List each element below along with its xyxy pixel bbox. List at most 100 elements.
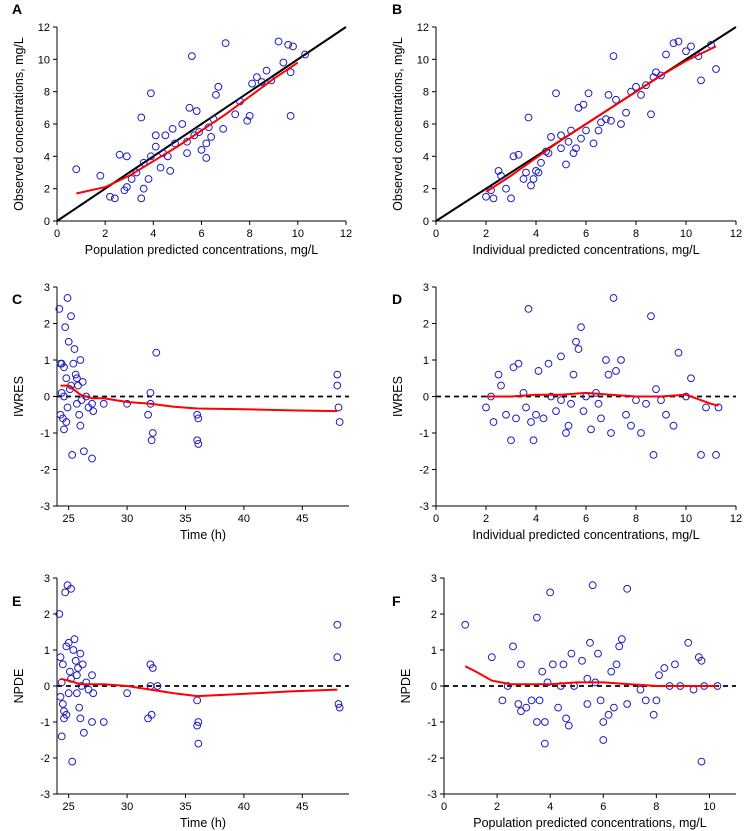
x-tick-label: 6 xyxy=(198,228,204,240)
data-point xyxy=(61,323,70,332)
data-point xyxy=(627,421,635,430)
data-point xyxy=(245,112,254,120)
data-point xyxy=(599,718,608,726)
data-point xyxy=(538,667,547,676)
data-point xyxy=(671,660,679,669)
data-point xyxy=(63,403,72,412)
data-point xyxy=(482,192,490,201)
x-tick-label: 40 xyxy=(238,801,250,813)
data-point xyxy=(609,294,618,302)
smooth-line-a xyxy=(76,61,299,195)
data-point xyxy=(588,581,597,590)
data-point xyxy=(89,689,98,698)
data-point xyxy=(512,414,520,423)
data-point xyxy=(78,660,87,669)
data-point xyxy=(534,367,543,375)
data-point xyxy=(509,642,517,651)
x-tick-label: 0 xyxy=(54,228,60,240)
x-tick-label: 35 xyxy=(179,513,191,525)
y-tick-label: 4 xyxy=(423,151,429,163)
x-axis-label-c: Time (h) xyxy=(180,528,226,542)
data-point xyxy=(604,91,613,99)
data-point xyxy=(649,451,658,459)
x-tick-label: 6 xyxy=(583,513,589,525)
data-point xyxy=(494,166,503,175)
data-point xyxy=(617,635,626,644)
x-tick-label: 12 xyxy=(730,513,742,525)
data-point xyxy=(527,696,536,705)
data-point xyxy=(63,294,72,302)
data-point xyxy=(71,656,80,665)
data-point xyxy=(147,152,155,161)
x-tick-label: 10 xyxy=(703,801,715,813)
data-point xyxy=(647,312,655,321)
panel-e: E 25 30 35 40 45 -3 -2 -1 0 1 2 3 Time (h) NPDE xyxy=(12,573,349,830)
x-axis-label-f: Population predicted concentrations, mg/… xyxy=(473,816,707,830)
data-point xyxy=(185,103,194,112)
identity-line-a xyxy=(56,26,347,222)
x-tick-label: 10 xyxy=(292,228,304,240)
data-point xyxy=(596,696,605,705)
data-point xyxy=(137,113,146,122)
data-point xyxy=(274,37,283,46)
y-tick-label: 1 xyxy=(44,355,50,367)
data-point xyxy=(60,363,68,372)
x-tick-label: 4 xyxy=(533,228,539,240)
y-tick-label: -3 xyxy=(40,789,50,801)
data-point xyxy=(115,150,124,159)
data-point xyxy=(146,388,155,397)
data-point xyxy=(586,638,594,647)
data-point xyxy=(55,610,64,618)
x-tick-label: 8 xyxy=(633,228,639,240)
data-point xyxy=(607,667,616,676)
data-point xyxy=(599,736,608,744)
data-point xyxy=(60,425,68,434)
data-point xyxy=(147,710,156,719)
data-point xyxy=(548,660,557,669)
data-point xyxy=(537,158,545,167)
data-point xyxy=(617,356,625,364)
data-point xyxy=(655,671,663,680)
data-point xyxy=(67,312,75,321)
y-tick-label: -3 xyxy=(419,501,429,513)
x-tick-label: 6 xyxy=(583,228,589,240)
data-point xyxy=(148,429,157,437)
data-point xyxy=(60,714,68,723)
data-point xyxy=(99,399,108,408)
data-point xyxy=(502,410,510,419)
data-point xyxy=(604,710,613,719)
y-tick-label: 12 xyxy=(38,22,50,34)
data-point xyxy=(78,378,87,386)
panel-a: A 0 2 4 6 8 10 12 0 2 4 6 8 10 12 Population predicted … xyxy=(12,1,352,257)
data-point xyxy=(503,682,512,690)
data-point xyxy=(584,89,593,98)
data-point xyxy=(82,678,91,687)
data-point xyxy=(82,392,91,401)
data-point xyxy=(604,370,613,379)
data-point xyxy=(122,183,131,191)
data-point xyxy=(562,160,570,169)
x-tick-label: 45 xyxy=(296,513,308,525)
smooth-line-e xyxy=(60,677,338,698)
smooth-line-b xyxy=(485,45,717,193)
data-point xyxy=(657,396,665,405)
data-point xyxy=(514,700,523,708)
data-point xyxy=(622,410,630,419)
data-point xyxy=(110,194,119,203)
data-point xyxy=(127,175,136,183)
data-point xyxy=(122,152,131,161)
data-point xyxy=(623,700,632,708)
data-point xyxy=(79,447,88,456)
data-point xyxy=(657,71,665,80)
data-point xyxy=(636,685,645,694)
y-tick-label: 0 xyxy=(44,216,50,228)
data-point xyxy=(284,40,293,49)
data-point xyxy=(75,703,84,712)
data-point xyxy=(697,451,705,459)
data-point xyxy=(194,739,203,748)
data-point xyxy=(219,124,228,133)
data-point xyxy=(71,370,80,379)
data-point xyxy=(489,194,498,203)
